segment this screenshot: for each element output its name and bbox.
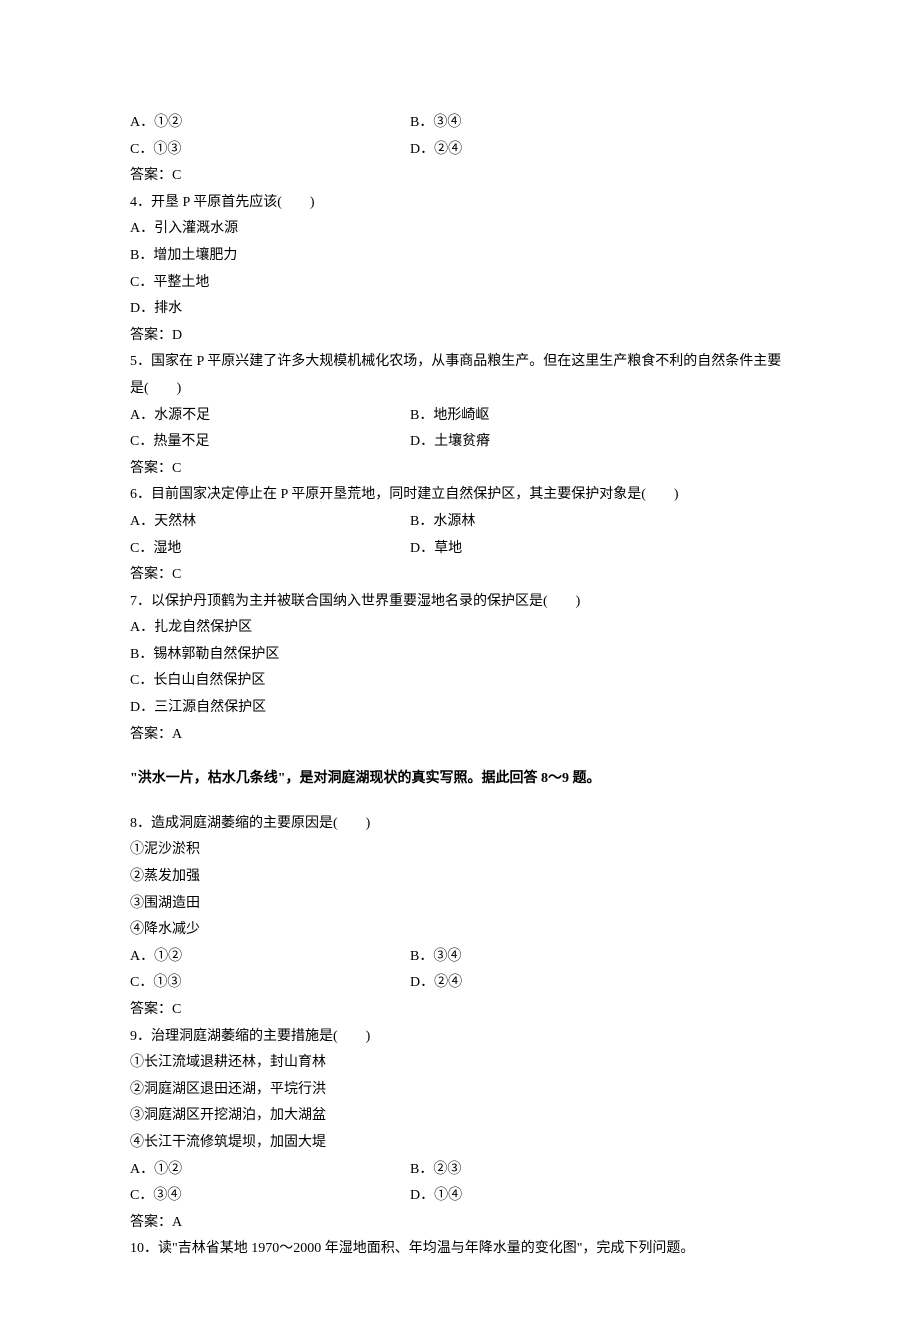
- option-a: A．①②: [130, 110, 410, 137]
- question-10-stem: 10．读"吉林省某地 1970～2000 年湿地面积、年均温与年降水量的变化图"…: [130, 1236, 790, 1263]
- option-a: A．①②: [130, 1157, 410, 1184]
- question-9-stem: 9．治理洞庭湖萎缩的主要措施是( ): [130, 1024, 790, 1051]
- answer-9: 答案：A: [130, 1210, 790, 1237]
- sub-option-4: ④长江干流修筑堤坝，加固大堤: [130, 1130, 790, 1157]
- question-6-stem: 6．目前国家决定停止在 P 平原开垦荒地，同时建立自然保护区，其主要保护对象是(…: [130, 482, 790, 509]
- sub-option-4: ④降水减少: [130, 917, 790, 944]
- option-a: A．引入灌溉水源: [130, 216, 790, 243]
- option-d: D．土壤贫瘠: [410, 429, 790, 456]
- sub-option-1: ①泥沙淤积: [130, 837, 790, 864]
- option-a: A．扎龙自然保护区: [130, 615, 790, 642]
- option-c: C．③④: [130, 1183, 410, 1210]
- option-d: D．②④: [410, 137, 790, 164]
- option-c: C．长白山自然保护区: [130, 668, 790, 695]
- option-b: B．地形崎岖: [410, 403, 790, 430]
- answer-8: 答案：C: [130, 997, 790, 1024]
- answer-5: 答案：C: [130, 456, 790, 483]
- question-5-stem: 5．国家在 P 平原兴建了许多大规模机械化农场，从事商品粮生产。但在这里生产粮食…: [130, 349, 790, 402]
- sub-option-1: ①长江流域退耕还林，封山育林: [130, 1050, 790, 1077]
- option-d: D．①④: [410, 1183, 790, 1210]
- passage-8-9: "洪水一片，枯水几条线"，是对洞庭湖现状的真实写照。据此回答 8～9 题。: [130, 766, 790, 793]
- option-d: D．排水: [130, 296, 790, 323]
- option-c: C．平整土地: [130, 270, 790, 297]
- question-7-stem: 7．以保护丹顶鹤为主并被联合国纳入世界重要湿地名录的保护区是( ): [130, 589, 790, 616]
- option-b: B．水源林: [410, 509, 790, 536]
- option-d: D．三江源自然保护区: [130, 695, 790, 722]
- option-a: A．①②: [130, 944, 410, 971]
- option-c: C．热量不足: [130, 429, 410, 456]
- answer-4: 答案：D: [130, 323, 790, 350]
- option-b: B．锡林郭勒自然保护区: [130, 642, 790, 669]
- option-c: C．湿地: [130, 536, 410, 563]
- question-4-stem: 4．开垦 P 平原首先应该( ): [130, 190, 790, 217]
- answer-6: 答案：C: [130, 562, 790, 589]
- sub-option-3: ③围湖造田: [130, 891, 790, 918]
- question-8-stem: 8．造成洞庭湖萎缩的主要原因是( ): [130, 811, 790, 838]
- option-a: A．水源不足: [130, 403, 410, 430]
- option-a: A．天然林: [130, 509, 410, 536]
- answer-3: 答案：C: [130, 163, 790, 190]
- option-d: D．草地: [410, 536, 790, 563]
- answer-7: 答案：A: [130, 722, 790, 749]
- sub-option-2: ②蒸发加强: [130, 864, 790, 891]
- sub-option-2: ②洞庭湖区退田还湖，平垸行洪: [130, 1077, 790, 1104]
- option-c: C．①③: [130, 970, 410, 997]
- option-b: B．②③: [410, 1157, 790, 1184]
- sub-option-3: ③洞庭湖区开挖湖泊，加大湖盆: [130, 1103, 790, 1130]
- option-c: C．①③: [130, 137, 410, 164]
- option-b: B．③④: [410, 944, 790, 971]
- option-b: B．增加土壤肥力: [130, 243, 790, 270]
- option-b: B．③④: [410, 110, 790, 137]
- question-3-options: A．①② B．③④ C．①③ D．②④: [130, 110, 790, 163]
- option-d: D．②④: [410, 970, 790, 997]
